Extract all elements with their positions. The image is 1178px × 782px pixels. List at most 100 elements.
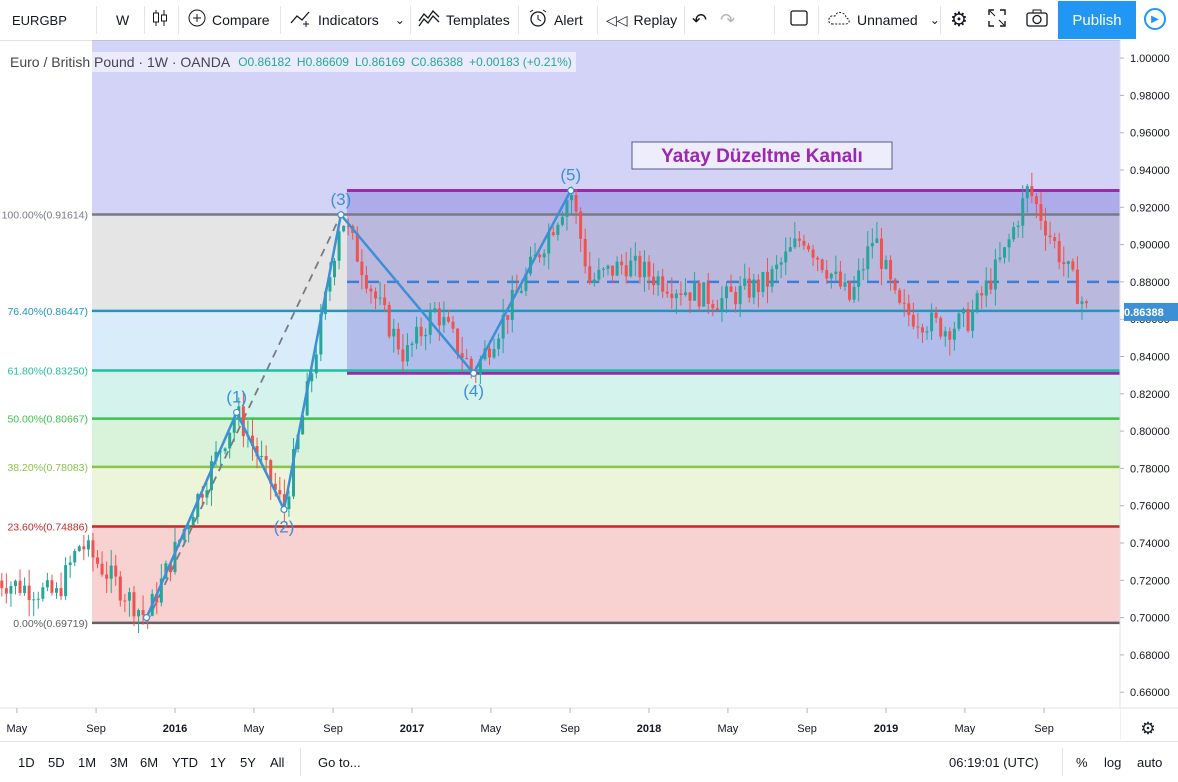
compare-label: Compare: [212, 12, 270, 28]
candle-body: [661, 276, 665, 292]
price-tick-label: 0.84000: [1130, 352, 1170, 364]
compare-button[interactable]: Compare: [188, 0, 270, 40]
range-button-5d[interactable]: 5D: [48, 742, 65, 782]
candle-body: [624, 265, 628, 277]
price-tick-label: 0.82000: [1130, 389, 1170, 401]
symbol-search[interactable]: EURGBP: [12, 0, 67, 40]
publish-button[interactable]: Publish: [1058, 1, 1136, 39]
candle-body: [364, 275, 368, 289]
goto-button[interactable]: Go to...: [318, 742, 361, 782]
candle-body: [1062, 262, 1066, 265]
layout-name-button[interactable]: Unnamed ⌄: [827, 0, 940, 40]
candle-body: [36, 598, 40, 600]
candle-body: [355, 232, 359, 262]
camera-icon: [1026, 9, 1048, 31]
candle-body: [688, 292, 692, 301]
fib-band: [92, 466, 1120, 527]
range-label: 5D: [48, 754, 65, 770]
candle-body: [23, 585, 27, 593]
snapshot-button[interactable]: [1026, 0, 1048, 40]
range-button-3m[interactable]: 3M: [110, 742, 128, 782]
candle-body: [875, 238, 879, 243]
candle-body: [1080, 301, 1084, 304]
candle-body: [948, 331, 952, 340]
templates-button[interactable]: Templates: [418, 0, 510, 40]
range-button-ytd[interactable]: YTD: [172, 742, 198, 782]
candle-body: [187, 525, 191, 530]
candle-body: [620, 261, 624, 266]
settings-gear-icon: ⚙: [1140, 719, 1155, 738]
range-button-all[interactable]: All: [270, 742, 284, 782]
play-button[interactable]: ▶: [1144, 8, 1166, 30]
candle-body: [378, 297, 382, 299]
alarm-clock-icon: [528, 8, 548, 32]
settings-button[interactable]: ⚙: [950, 0, 968, 40]
chart-type-button[interactable]: [152, 0, 168, 40]
wave-point: [337, 211, 345, 219]
channel-title-text: Yatay Düzeltme Kanalı: [661, 146, 863, 167]
candle-body: [570, 195, 574, 201]
fib-label: 23.60%(0.74886): [7, 521, 88, 533]
candle-body: [314, 354, 318, 374]
candle-body: [1021, 198, 1025, 226]
candle-body: [766, 271, 769, 287]
auto-toggle[interactable]: auto: [1137, 742, 1162, 782]
clock-display[interactable]: 06:19:01 (UTC): [949, 742, 1039, 782]
fullscreen-button[interactable]: [988, 0, 1006, 40]
candle-body: [114, 565, 118, 577]
log-toggle[interactable]: log: [1104, 742, 1121, 782]
candle-body: [401, 349, 405, 362]
candle-body: [410, 343, 414, 346]
candle-body: [196, 494, 200, 517]
candle-body: [770, 269, 774, 287]
candle-body: [137, 610, 141, 617]
range-button-1d[interactable]: 1D: [18, 742, 35, 782]
candle-body: [756, 279, 760, 293]
candle-body: [132, 592, 136, 617]
candle-body: [638, 255, 642, 278]
range-button-5y[interactable]: 5Y: [240, 742, 256, 782]
range-button-1y[interactable]: 1Y: [210, 742, 226, 782]
candle-body: [396, 328, 400, 350]
candle-body: [1030, 186, 1034, 197]
interval-button[interactable]: W: [116, 0, 129, 40]
candle-body: [9, 586, 13, 594]
percent-toggle[interactable]: %: [1076, 742, 1088, 782]
candle-body: [957, 313, 961, 329]
range-button-1m[interactable]: 1M: [78, 742, 96, 782]
templates-label: Templates: [446, 12, 510, 28]
wave-label: (3): [331, 190, 352, 209]
redo-button[interactable]: ↷: [720, 0, 735, 40]
price-chart[interactable]: 100.00%(0.91614) 76.40%(0.86447) 61.80%(0.…: [0, 40, 1178, 740]
wave-point: [280, 505, 288, 514]
bottom-toolbar: 1D 5D 1M 3M 6M YTD 1Y 5Y All Go to... 06:19:01 (…: [0, 741, 1178, 782]
candle-body: [360, 261, 364, 276]
alert-button[interactable]: Alert: [528, 0, 583, 40]
candle-body: [4, 588, 8, 594]
last-price-label: 0.86388: [1124, 307, 1164, 319]
replay-button[interactable]: ◁◁ Replay: [606, 0, 677, 40]
candle-body: [989, 280, 993, 290]
candle-body: [433, 308, 437, 312]
range-button-6m[interactable]: 6M: [140, 742, 158, 782]
replay-label: Replay: [633, 12, 678, 28]
candle-body: [1003, 247, 1006, 258]
candle-body: [998, 257, 1002, 260]
candle-body: [287, 496, 291, 510]
fullscreen-select-button[interactable]: [790, 0, 808, 40]
chart-area[interactable]: 100.00%(0.91614) 76.40%(0.86447) 61.80%(0.…: [0, 40, 1178, 740]
candle-body: [342, 225, 346, 232]
candle-body: [64, 565, 68, 597]
symbol-legend[interactable]: Euro / British Pound · 1W · OANDA O0.861…: [6, 52, 576, 72]
candle-body: [524, 273, 528, 291]
candle-body: [96, 557, 100, 564]
time-tick-label: Sep: [323, 723, 343, 735]
candle-body: [228, 432, 232, 449]
candle-body: [898, 290, 902, 303]
candle-body: [437, 308, 441, 326]
candle-body: [250, 435, 254, 446]
indicators-button[interactable]: Indicators ⌄: [290, 0, 405, 40]
undo-button[interactable]: ↶: [692, 0, 707, 40]
candle-body: [943, 331, 947, 337]
candle-body: [1066, 261, 1070, 265]
